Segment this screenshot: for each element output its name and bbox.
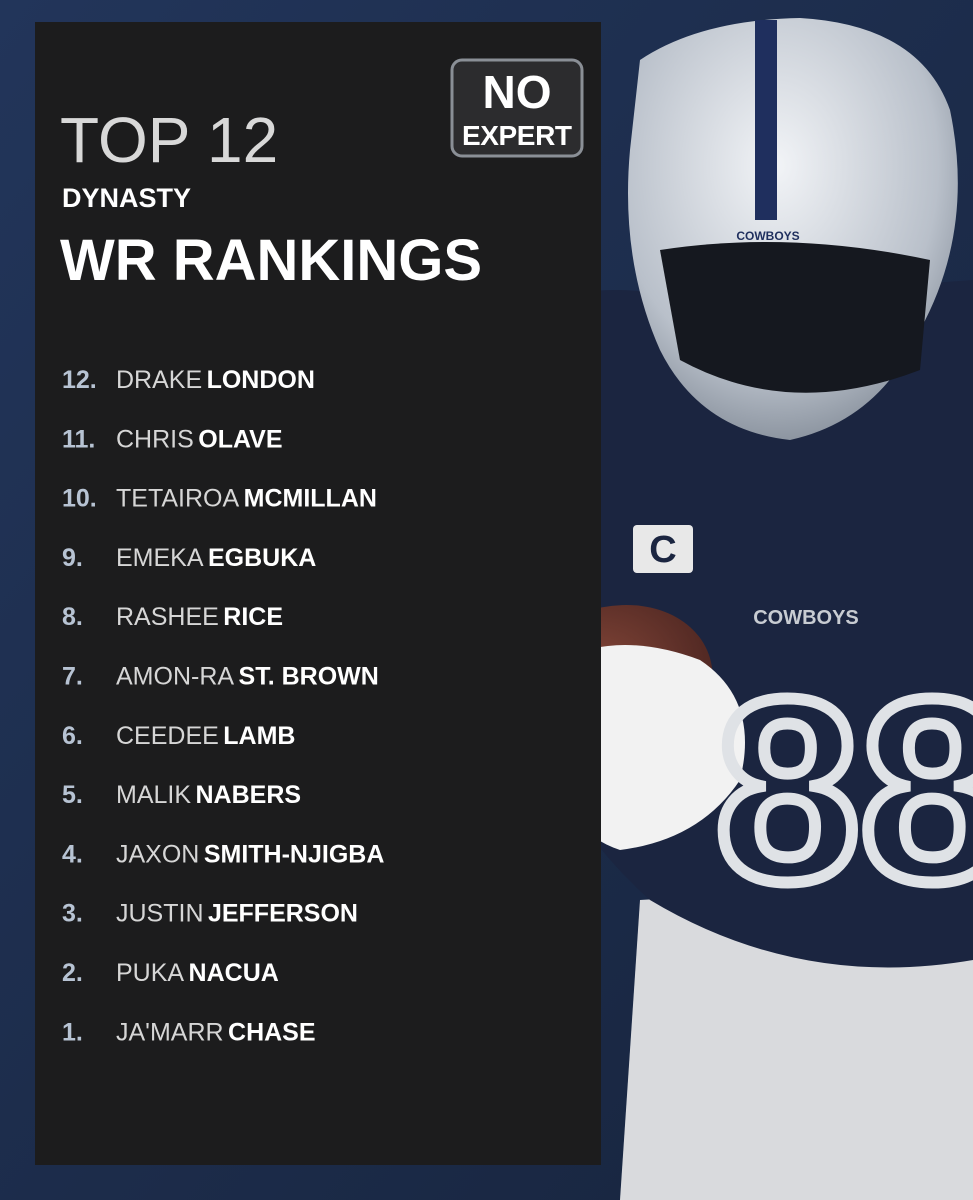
- ranking-row: 6. CEEDEE LAMB: [62, 722, 295, 750]
- player-name: CHRIS OLAVE: [116, 425, 283, 453]
- last-name: CHASE: [228, 1018, 316, 1046]
- jersey-number: 88: [715, 646, 973, 936]
- helmet-stripe: [755, 20, 777, 220]
- last-name: SMITH-NJIGBA: [204, 840, 385, 868]
- rank: 5.: [62, 781, 83, 809]
- first-name: CEEDEE: [116, 722, 219, 750]
- rank: 7.: [62, 663, 83, 691]
- player-name: DRAKE LONDON: [116, 366, 315, 394]
- panel: [35, 22, 601, 1165]
- rank: 3.: [62, 900, 83, 928]
- rank: 8.: [62, 603, 83, 631]
- player-name: JUSTIN JEFFERSON: [116, 900, 358, 928]
- rank: 10.: [62, 485, 97, 513]
- player-name: JAXON SMITH-NJIGBA: [116, 840, 384, 868]
- rank: 1.: [62, 1018, 83, 1046]
- ranking-row: 10. TETAIROA MCMILLAN: [62, 485, 377, 513]
- first-name: CHRIS: [116, 425, 194, 453]
- first-name: TETAIROA: [116, 485, 239, 513]
- logo-box: [450, 58, 584, 158]
- player-illustration: COWBOYS COWBOYS C 88: [420, 18, 973, 1200]
- last-name: JEFFERSON: [208, 900, 358, 928]
- last-name: RICE: [223, 603, 283, 631]
- first-name: JAXON: [116, 840, 199, 868]
- heading: WR RANKINGS: [60, 228, 482, 293]
- player-name: PUKA NACUA: [116, 959, 279, 987]
- ranking-row: 1. JA'MARR CHASE: [62, 1018, 316, 1046]
- ranking-row: 3. JUSTIN JEFFERSON: [62, 900, 358, 928]
- rank: 11.: [62, 425, 95, 453]
- face-mask: [660, 242, 930, 393]
- player-name: CEEDEE LAMB: [116, 722, 295, 750]
- last-name: OLAVE: [198, 425, 282, 453]
- last-name: ST. BROWN: [239, 663, 379, 691]
- player-name: JA'MARR CHASE: [116, 1018, 316, 1046]
- ranking-row: 9. EMEKA EGBUKA: [62, 544, 316, 572]
- jersey-text: COWBOYS: [753, 607, 859, 629]
- first-name: AMON-RA: [116, 663, 234, 691]
- player-name: EMEKA EGBUKA: [116, 544, 316, 572]
- player-name: RASHEE RICE: [116, 603, 283, 631]
- helmet-text: COWBOYS: [736, 229, 799, 243]
- ranking-row: 4. JAXON SMITH-NJIGBA: [62, 840, 384, 868]
- rank: 2.: [62, 959, 83, 987]
- rank: 12.: [62, 366, 97, 394]
- ranking-row: 11. CHRIS OLAVE: [62, 425, 283, 453]
- ranking-row: 8. RASHEE RICE: [62, 603, 283, 631]
- last-name: EGBUKA: [208, 544, 316, 572]
- first-name: EMEKA: [116, 544, 204, 572]
- player-name: AMON-RA ST. BROWN: [116, 663, 379, 691]
- player-name: MALIK NABERS: [116, 781, 301, 809]
- player-name: TETAIROA MCMILLAN: [116, 485, 377, 513]
- rank: 9.: [62, 544, 83, 572]
- first-name: RASHEE: [116, 603, 219, 631]
- last-name: NACUA: [189, 959, 279, 987]
- rank: 6.: [62, 722, 83, 750]
- subtitle: DYNASTY: [62, 183, 191, 213]
- ranking-row: 7. AMON-RA ST. BROWN: [62, 663, 379, 691]
- first-name: JUSTIN: [116, 900, 204, 928]
- rank: 4.: [62, 840, 83, 868]
- captain-patch-bg: [633, 525, 693, 573]
- logo-line2: EXPERT: [462, 120, 572, 151]
- ranking-row: 5. MALIK NABERS: [62, 781, 301, 809]
- ranking-row: 2. PUKA NACUA: [62, 959, 279, 987]
- logo-line1: NO: [483, 66, 552, 118]
- ranking-row: 12. DRAKE LONDON: [62, 366, 315, 394]
- glove: [560, 645, 745, 850]
- last-name: LONDON: [207, 366, 315, 394]
- last-name: MCMILLAN: [244, 485, 377, 513]
- rankings-list: 12. DRAKE LONDON 11. CHRIS OLAVE 10. TETAIROA…: [62, 366, 384, 1046]
- title: TOP 12: [60, 104, 278, 176]
- first-name: JA'MARR: [116, 1018, 224, 1046]
- last-name: NABERS: [195, 781, 301, 809]
- logo: NO EXPERT: [450, 58, 584, 158]
- last-name: LAMB: [223, 722, 295, 750]
- captain-patch: C: [649, 529, 676, 571]
- first-name: MALIK: [116, 781, 191, 809]
- first-name: DRAKE: [116, 366, 202, 394]
- first-name: PUKA: [116, 959, 184, 987]
